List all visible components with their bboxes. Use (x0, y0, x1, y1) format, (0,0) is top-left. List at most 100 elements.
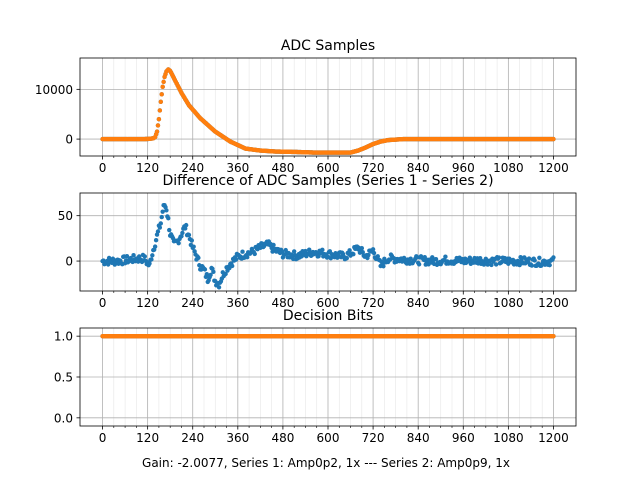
data-point (526, 256, 532, 261)
data-point (152, 244, 158, 249)
data-point (551, 333, 556, 339)
data-point (271, 242, 276, 248)
data-point (154, 129, 160, 134)
data-point (159, 214, 164, 220)
data-point (485, 262, 490, 267)
data-point (291, 249, 297, 254)
x-tick-label: 240 (181, 161, 204, 175)
data-point (496, 255, 502, 260)
x-tick-label: 720 (362, 161, 385, 175)
data-point (158, 99, 163, 104)
x-tick-label: 120 (136, 296, 159, 310)
data-point (191, 244, 196, 249)
data-point (136, 254, 142, 259)
data-point (164, 208, 169, 213)
chart-title: Decision Bits (283, 308, 373, 324)
x-tick-label: 0 (99, 161, 107, 175)
data-point (370, 247, 376, 252)
series-1-points (100, 203, 556, 290)
y-tick-label: 0.5 (54, 371, 73, 385)
x-tick-label: 600 (317, 431, 340, 445)
data-point (223, 271, 228, 277)
data-point (347, 248, 352, 253)
data-point (551, 136, 556, 142)
x-tick-label: 0 (99, 431, 107, 445)
data-point (532, 258, 537, 263)
x-tick-label: 960 (452, 161, 475, 175)
series-2-points (100, 67, 556, 155)
x-tick-label: 120 (136, 431, 159, 445)
data-point (443, 254, 448, 259)
data-point (149, 257, 154, 262)
data-point (303, 248, 308, 254)
x-tick-label: 1200 (538, 161, 569, 175)
figure-footer: Gain: -2.0077, Series 1: Amp0p2, 1x --- … (142, 456, 510, 470)
data-point (161, 79, 166, 85)
x-tick-label: 360 (226, 431, 249, 445)
x-tick-label: 1080 (493, 296, 524, 310)
data-point (155, 123, 161, 128)
data-point (216, 285, 222, 290)
data-point (252, 251, 257, 257)
x-tick-label: 720 (362, 431, 385, 445)
x-tick-label: 480 (271, 431, 294, 445)
panel-decision-bits: 0 120 240 360 480 600 720 840 960 1080 1200 0.0 0.5 1… (54, 308, 577, 445)
data-point (320, 247, 325, 253)
x-tick-label: 0 (99, 296, 107, 310)
data-point (344, 255, 349, 261)
x-tick-label: 600 (317, 296, 340, 310)
data-points (100, 333, 556, 339)
data-point (366, 252, 371, 258)
x-tick-label: 960 (452, 296, 475, 310)
data-point (371, 250, 377, 256)
data-point (240, 249, 245, 254)
x-tick-label: 360 (226, 296, 249, 310)
panel-difference: 0 120 240 360 480 600 720 840 960 1080 1200 0 50 Diff… (58, 173, 577, 310)
x-tick-label: 600 (317, 161, 340, 175)
data-point (211, 269, 216, 275)
x-tick-label: 840 (407, 161, 430, 175)
x-tick-label: 240 (181, 296, 204, 310)
data-point (183, 222, 189, 228)
data-point (493, 262, 499, 267)
data-point (183, 226, 188, 231)
data-point (157, 225, 163, 230)
x-tick-label: 480 (271, 161, 294, 175)
data-point (189, 238, 194, 243)
data-point (180, 230, 185, 236)
data-point (359, 246, 365, 251)
y-tick-label: 10000 (35, 83, 73, 97)
data-point (202, 267, 208, 272)
x-tick-label: 1200 (538, 296, 569, 310)
data-point (408, 256, 413, 261)
data-point (159, 92, 164, 97)
data-point (160, 84, 165, 90)
data-point (245, 254, 250, 260)
x-tick-label: 840 (407, 296, 430, 310)
data-point (156, 116, 162, 122)
data-point (153, 238, 159, 243)
x-tick-label: 720 (362, 296, 385, 310)
data-point (375, 254, 380, 259)
data-point (547, 262, 552, 268)
data-point (416, 262, 422, 267)
data-point (124, 254, 130, 259)
data-point (381, 264, 386, 269)
data-points (100, 203, 556, 290)
y-tick-label: 0.0 (54, 411, 73, 425)
data-point (166, 216, 171, 221)
data-point (489, 262, 494, 268)
x-tick-label: 1080 (493, 431, 524, 445)
data-point (105, 262, 111, 267)
data-point (229, 263, 235, 269)
x-tick-label: 840 (407, 431, 430, 445)
data-points (100, 67, 556, 155)
data-point (204, 272, 210, 277)
data-point (160, 209, 165, 214)
data-point (208, 272, 213, 278)
chart-title: ADC Samples (281, 38, 375, 54)
data-point (147, 261, 152, 266)
x-tick-label: 120 (136, 161, 159, 175)
